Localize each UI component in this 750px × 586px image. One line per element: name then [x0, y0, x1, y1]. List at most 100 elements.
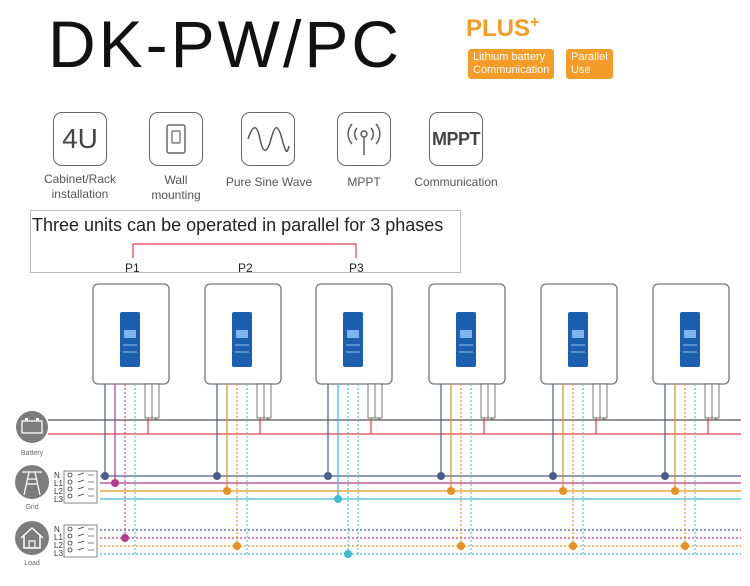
- grid-line-l3: L3: [54, 495, 63, 504]
- tag-line: Use: [571, 64, 591, 76]
- junction-dot: [233, 542, 241, 550]
- feature-label-wall: Wall mounting: [126, 173, 226, 203]
- phase-label-p1: P1: [125, 261, 140, 275]
- load-line-l1: L1: [54, 533, 63, 542]
- battery-icon-body: [21, 420, 43, 434]
- battery-icon: [16, 411, 48, 443]
- junction-dot: [213, 472, 221, 480]
- load-label: Load: [24, 560, 40, 567]
- plus-mark: +: [530, 14, 540, 31]
- mppt-signal-svg: [347, 123, 381, 155]
- breaker-switch: [77, 540, 85, 544]
- inverter-screen: [684, 330, 696, 338]
- breaker-switch: [77, 547, 85, 551]
- breaker-contact: [67, 486, 73, 492]
- plus-badge: PLUS+: [466, 14, 539, 43]
- breaker-contact: [67, 472, 73, 478]
- inverter-screen: [460, 330, 472, 338]
- tag-line: Lithium battery: [473, 51, 546, 63]
- breaker-switch: [77, 479, 85, 483]
- inverter-display: [343, 312, 363, 367]
- grid-line-l1: L1: [54, 479, 63, 488]
- junction-dot: [549, 472, 557, 480]
- lithium-communication-tag: Lithium battery Communication: [468, 49, 555, 79]
- junction-dot: [447, 487, 455, 495]
- phase-label-p2: P2: [238, 261, 253, 275]
- sine-wave-icon: [241, 112, 295, 166]
- junction-dot: [661, 472, 669, 480]
- breaker-switch: [77, 493, 85, 497]
- communication-icon: MPPT: [429, 112, 483, 166]
- battery-label: Battery: [20, 450, 44, 457]
- phase-bracket: [132, 243, 357, 258]
- junction-dot: [121, 534, 129, 542]
- inverter-display: [456, 312, 476, 367]
- junction-dot: [101, 472, 109, 480]
- mppt-signal-icon: [337, 112, 391, 166]
- inverter-display: [232, 312, 252, 367]
- tag-line: Communication: [473, 64, 550, 76]
- breaker-contact: [67, 479, 73, 485]
- junction-dot: [569, 542, 577, 550]
- grid-line-n: N: [54, 471, 60, 480]
- breaker-contact: [67, 493, 73, 499]
- feature-label-line: mounting: [151, 188, 201, 202]
- junction-dot: [559, 487, 567, 495]
- inverter-display: [568, 312, 588, 367]
- breaker-switch: [77, 472, 85, 476]
- page-title: DK-PW/PC: [48, 7, 402, 81]
- feature-label-line: Cabinet/Rack: [43, 172, 117, 186]
- parallel-use-tag: Parallel Use: [566, 49, 613, 79]
- junction-dot: [111, 479, 119, 487]
- phase-label-p3: P3: [349, 261, 364, 275]
- junction-dot: [334, 495, 342, 503]
- breaker-switch: [77, 533, 85, 537]
- feature-label-line: installation: [51, 187, 109, 201]
- feature-label-rack: Cabinet/Rack installation: [30, 172, 130, 202]
- junction-dot: [671, 487, 679, 495]
- parallel-info-box: [30, 210, 461, 273]
- breaker-switch: [77, 486, 85, 490]
- feature-label-sine: Pure Sine Wave: [225, 175, 313, 189]
- load-house-icon: [15, 521, 49, 555]
- load-line-l3: L3: [54, 549, 63, 558]
- wall-mount-svg: [166, 124, 186, 154]
- inverter-screen: [347, 330, 359, 338]
- junction-dot: [324, 472, 332, 480]
- inverter-display: [120, 312, 140, 367]
- junction-dot: [457, 542, 465, 550]
- breaker-contact: [67, 540, 73, 546]
- grid-tower-icon-lines: [22, 471, 42, 496]
- load-house-icon-door: [28, 540, 36, 549]
- communication-icon-text: MPPT: [431, 128, 481, 149]
- grid-tower-icon: [15, 465, 49, 499]
- load-line-n: N: [54, 525, 60, 534]
- tag-line: Parallel: [571, 51, 608, 63]
- feature-label-communication: Communication: [414, 175, 498, 189]
- inverter-screen: [572, 330, 584, 338]
- inverter-display: [680, 312, 700, 367]
- wall-mount-icon: [149, 112, 203, 166]
- sine-wave-svg: [247, 127, 290, 153]
- battery-icon-terminal-right: [36, 418, 39, 421]
- breaker-contact: [67, 547, 73, 553]
- inverter-screen: [236, 330, 248, 338]
- breaker-contact: [67, 533, 73, 539]
- inverter-screen: [124, 330, 136, 338]
- junction-dot: [437, 472, 445, 480]
- junction-dot: [223, 487, 231, 495]
- battery-icon-terminal-left: [25, 418, 28, 421]
- rack-4u-text: 4U: [62, 123, 98, 154]
- grid-label: Grid: [25, 504, 39, 511]
- junction-dot: [681, 542, 689, 550]
- breaker-contact: [67, 526, 73, 532]
- plus-text: PLUS: [466, 15, 531, 42]
- parallel-title: Three units can be operated in parallel …: [32, 215, 444, 235]
- breaker-switch: [77, 526, 85, 530]
- grid-line-l2: L2: [54, 487, 63, 496]
- rack-4u-icon: 4U: [53, 112, 107, 166]
- junction-dot: [344, 550, 352, 558]
- feature-label-line: Wall: [164, 173, 188, 187]
- feature-label-mppt: MPPT: [347, 175, 381, 189]
